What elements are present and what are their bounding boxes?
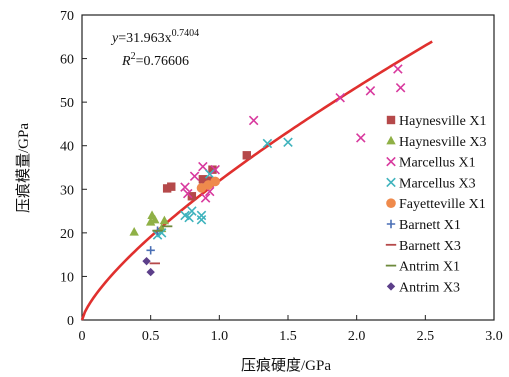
- data-point: [189, 171, 200, 181]
- data-points: [129, 64, 406, 277]
- fit-equation: y=31.963x0.7404: [110, 28, 199, 46]
- x-tick-label: 0.5: [142, 329, 160, 344]
- data-point: [187, 206, 197, 216]
- series-marcellus-x3: [152, 137, 293, 240]
- data-point: [167, 182, 176, 191]
- data-point: [142, 256, 151, 266]
- y-tick-label: 30: [60, 183, 74, 198]
- y-tick-label: 50: [60, 96, 74, 111]
- legend-item: Antrim X1: [385, 260, 460, 275]
- data-point: [180, 182, 190, 192]
- x-tick-label: 1.5: [279, 329, 297, 344]
- fit-curve: [80, 40, 433, 321]
- data-point: [198, 161, 208, 172]
- legend: Haynesville X1 Haynesville X3 Marcellus X1…: [385, 114, 486, 295]
- legend-label: Barnett X1: [399, 218, 461, 233]
- x-axis-label: 压痕硬度/GPa: [241, 357, 331, 374]
- legend-marker: [386, 156, 396, 167]
- x-tick-label: 2.5: [417, 329, 435, 344]
- y-tick-label: 40: [60, 140, 74, 155]
- legend-item: Fayetteville X1: [386, 197, 486, 212]
- legend-item: Barnett X1: [386, 218, 461, 233]
- data-point: [146, 246, 155, 255]
- legend-label: Antrim X3: [399, 280, 460, 295]
- x-tick-label: 0: [79, 329, 86, 344]
- data-point: [200, 193, 211, 203]
- data-point: [365, 86, 376, 96]
- legend-item: Marcellus X1: [386, 156, 476, 171]
- data-point: [182, 188, 193, 199]
- data-point: [242, 151, 251, 160]
- legend-item: Barnett X3: [385, 239, 461, 254]
- data-point: [204, 169, 215, 179]
- data-point: [187, 192, 197, 201]
- data-point: [208, 165, 217, 174]
- data-point: [196, 215, 207, 225]
- y-tick-label: 10: [60, 270, 74, 285]
- legend-label: Marcellus X3: [399, 176, 476, 191]
- data-point: [145, 216, 156, 226]
- x-tick-label: 3.0: [485, 329, 503, 344]
- legend-item: Haynesville X1: [386, 114, 486, 129]
- legend-label: Marcellus X1: [399, 156, 476, 171]
- data-point: [198, 175, 208, 184]
- data-point: [395, 82, 406, 93]
- data-point: [146, 267, 155, 277]
- data-point: [159, 215, 170, 225]
- legend-marker: [386, 282, 396, 291]
- data-point: [262, 138, 273, 149]
- y-tick-label: 0: [67, 314, 74, 329]
- x-tick-label: 1.0: [211, 329, 229, 344]
- data-point: [283, 137, 293, 147]
- x-tick-label: 2.0: [348, 329, 366, 344]
- legend-marker: [386, 115, 396, 125]
- series-antrim-x1: [152, 225, 173, 232]
- series-fayetteville-x1: [196, 176, 221, 193]
- data-point: [210, 164, 220, 175]
- legend-marker: [386, 219, 396, 229]
- legend-label: Fayetteville X1: [399, 197, 486, 212]
- data-point: [356, 133, 366, 143]
- legend-item: Haynesville X3: [386, 135, 486, 150]
- legend-label: Barnett X3: [399, 239, 461, 254]
- legend-marker: [386, 177, 396, 188]
- legend-marker: [386, 135, 396, 145]
- series-marcellus-x1: [180, 64, 406, 203]
- legend-item: Antrim X3: [386, 280, 460, 295]
- y-tick-label: 70: [60, 9, 74, 24]
- y-tick-label: 60: [60, 53, 74, 68]
- series-antrim-x3: [142, 256, 155, 277]
- legend-label: Haynesville X1: [399, 114, 486, 129]
- data-point: [335, 93, 345, 103]
- legend-label: Haynesville X3: [399, 135, 486, 150]
- data-point: [248, 115, 259, 126]
- data-point: [393, 64, 403, 74]
- data-point: [129, 226, 139, 236]
- x-axis: 0 0.5 1.0 1.5 2.0 2.5 3.0: [79, 315, 503, 344]
- data-point: [210, 176, 221, 187]
- data-point: [196, 210, 207, 221]
- legend-item: Marcellus X3: [386, 176, 476, 191]
- data-point: [150, 214, 160, 224]
- legend-marker: [386, 198, 396, 208]
- data-point: [184, 212, 194, 223]
- r-squared: R2=0.76606: [121, 51, 189, 69]
- y-tick-label: 20: [60, 227, 74, 242]
- y-axis: 0 10 20 30 40 50 60 70: [60, 9, 87, 329]
- legend-label: Antrim X1: [399, 260, 460, 275]
- y-axis-label: 压痕模量/GPa: [15, 123, 32, 213]
